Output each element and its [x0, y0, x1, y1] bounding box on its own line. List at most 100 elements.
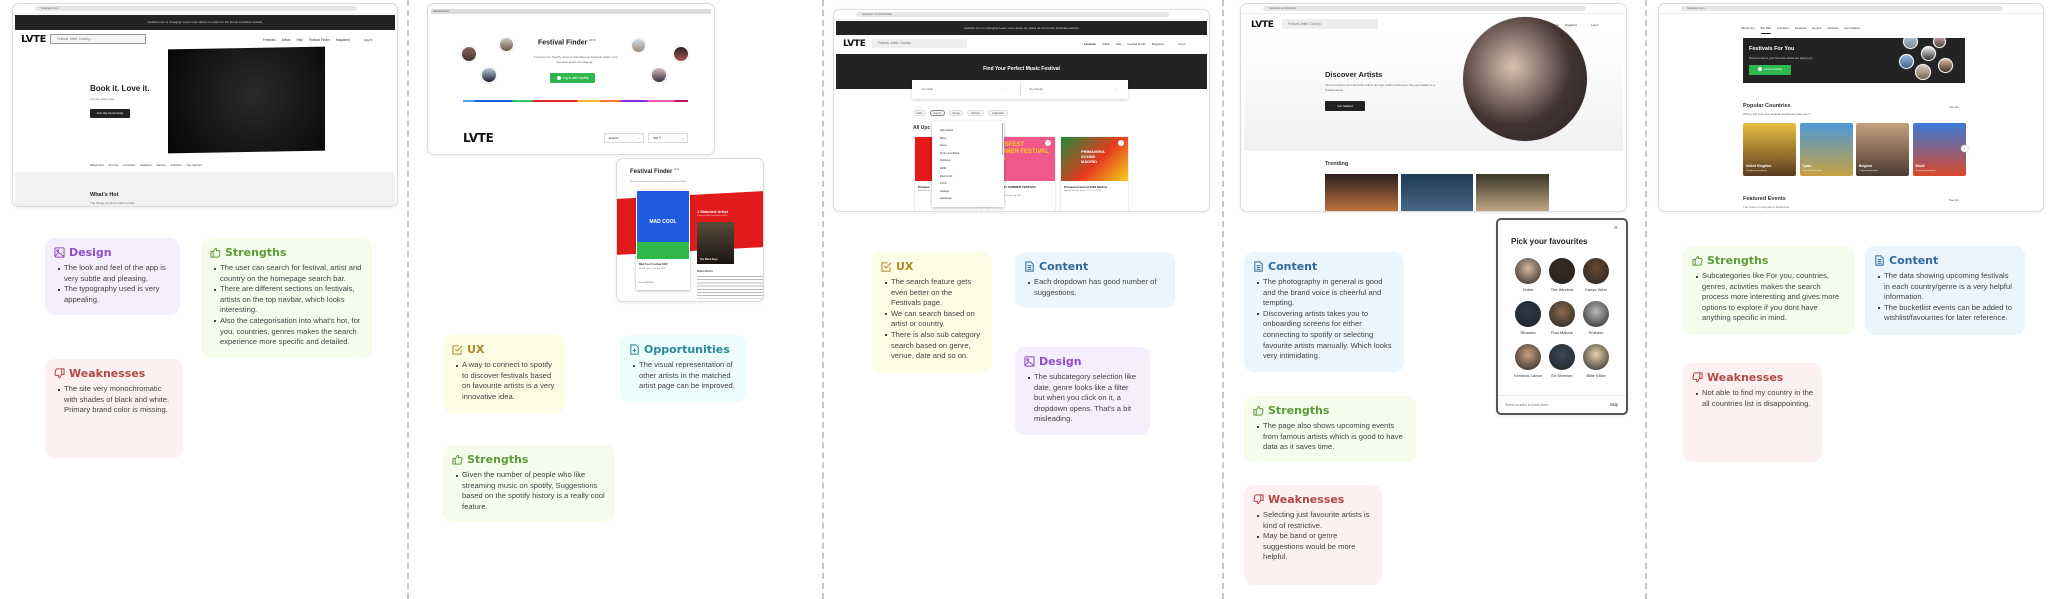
- festival-name: BASSFEST SUMMER FESTIVAL: [991, 185, 1037, 189]
- country-festival-count: 8 upcoming festivals: [1802, 170, 1823, 172]
- login-link[interactable]: Log in: [363, 38, 373, 42]
- artist-option[interactable]: Rihanna: [1510, 301, 1546, 335]
- browser-url-bar: festicket.com/festivals/: [834, 10, 1209, 20]
- artist-name: Kendrick Lamar: [1513, 373, 1542, 378]
- close-icon[interactable]: ×: [1613, 225, 1618, 232]
- country-card[interactable]: Brazil 3 upcoming festivals: [1912, 123, 1966, 176]
- subnav-for-you[interactable]: For You: [108, 163, 119, 167]
- artist-option[interactable]: Kendrick Lamar: [1510, 344, 1546, 378]
- genre-option[interactable]: Electronic: [940, 173, 953, 178]
- artist-select[interactable]: Any Artist: [922, 88, 933, 91]
- subnav-whats-hot[interactable]: What's Hot: [90, 163, 104, 167]
- filter-activity[interactable]: Activity: [967, 110, 984, 116]
- nav-magazine[interactable]: Magazine: [1151, 42, 1165, 46]
- scrollbar[interactable]: [1002, 123, 1003, 155]
- artist-option[interactable]: Kanye West: [1578, 258, 1614, 292]
- artist-option[interactable]: Eminem: [1578, 301, 1614, 335]
- heart-icon[interactable]: ♡: [1118, 140, 1124, 146]
- subnav-featured[interactable]: Featured: [1794, 26, 1807, 30]
- genre-option[interactable]: Funk: [940, 181, 947, 186]
- country-select[interactable]: Any Country: [1029, 88, 1044, 91]
- login-link[interactable]: Log in: [1591, 23, 1599, 27]
- country-card[interactable]: United Kingdom 50 upcoming festivals: [1743, 123, 1796, 176]
- skip-button[interactable]: Skip: [1609, 402, 1618, 407]
- filter-date[interactable]: Date: [913, 110, 926, 116]
- artist-option[interactable]: Post Malone: [1544, 301, 1580, 335]
- get-started-button[interactable]: Get Started: [1325, 101, 1365, 111]
- genre-option[interactable]: Hardstyle: [940, 196, 952, 201]
- nav-festival-finder[interactable]: Festival Finder: [1127, 42, 1146, 46]
- strengths-note: Strengths The page also shows upcoming ev…: [1244, 396, 1416, 462]
- nav-help[interactable]: Help: [1115, 42, 1122, 46]
- artist-option[interactable]: Billie Eilish: [1578, 344, 1614, 378]
- search-input[interactable]: Festival, Artist, Country...: [1282, 19, 1378, 29]
- genre-option[interactable]: Disco: [940, 143, 947, 148]
- see-all-link[interactable]: See All ›: [1949, 198, 1960, 202]
- nav-festivals[interactable]: Festivals: [1084, 42, 1096, 46]
- see-all-link[interactable]: See All ›: [1949, 105, 1960, 109]
- login-link[interactable]: Log in: [1178, 42, 1186, 46]
- nav-help[interactable]: Help: [296, 38, 303, 42]
- subnav-activities[interactable]: Activities: [1827, 26, 1839, 30]
- nav-magazine[interactable]: Magazine: [1565, 23, 1578, 27]
- subnav-countries[interactable]: Countries: [123, 163, 136, 167]
- nav-festival-finder[interactable]: Festival Finder: [309, 38, 330, 42]
- document-icon: [1874, 255, 1885, 266]
- subnav-get-inspired[interactable]: Get Inspired: [186, 163, 202, 167]
- thumbs-up-icon: [210, 247, 221, 258]
- genre-option[interactable]: EDM: [940, 165, 947, 170]
- matched-artist-photo[interactable]: The Black Keys: [697, 222, 734, 264]
- genre-option[interactable]: Dubstep: [940, 158, 951, 163]
- subnav-for-you[interactable]: For You: [1760, 26, 1771, 34]
- search-input[interactable]: Festival, Artist, Country...: [50, 34, 146, 44]
- genre-option[interactable]: Garage: [940, 188, 950, 193]
- subnav-activities[interactable]: Activities: [170, 163, 182, 167]
- artist-avatar: [481, 67, 497, 83]
- country-card[interactable]: Spain 8 upcoming festivals: [1799, 123, 1853, 176]
- subnav-countries[interactable]: Countries: [1776, 26, 1789, 30]
- connect-spotify-button[interactable]: Connect Spotify: [1749, 65, 1791, 75]
- thumbs-up-icon: [452, 454, 463, 465]
- trending-artist-card[interactable]: [1476, 174, 1549, 211]
- note-bullet: Selecting just favourite artists is kind…: [1257, 510, 1373, 531]
- ux-note: UX A way to connect to spotify to discove…: [443, 335, 565, 413]
- note-title: Weaknesses: [1692, 371, 1813, 384]
- artist-option[interactable]: Drake: [1510, 258, 1546, 292]
- note-bullet: The data showing upcoming festivals in e…: [1878, 271, 2016, 303]
- subnav-featured[interactable]: Featured: [140, 163, 152, 167]
- nav-festivals[interactable]: Festivals: [263, 38, 276, 42]
- artist-option[interactable]: The Weeknd: [1544, 258, 1580, 292]
- subnav-genres[interactable]: Genres: [1812, 26, 1822, 30]
- trending-artist-card[interactable]: [1401, 174, 1473, 211]
- subnav-genres[interactable]: Genres: [156, 163, 166, 167]
- filter-venue[interactable]: Venue: [949, 110, 963, 116]
- genre-dropdown[interactable]: Alternative Bass Disco Drum and Bass Dubstep…: [932, 121, 1004, 207]
- nav-artists[interactable]: Artists: [281, 38, 291, 42]
- search-input[interactable]: Festival, Artist, Country...: [872, 39, 967, 48]
- country-card[interactable]: Belgium 3 upcoming festival: [1856, 123, 1909, 176]
- filter-genre[interactable]: Genre: [930, 110, 945, 116]
- festival-name: Primavera Sound 2023 Madrid: [1064, 185, 1107, 189]
- filter-collection[interactable]: Collection: [988, 110, 1008, 116]
- currency-select[interactable]: INR ₹ ⌄: [648, 133, 688, 143]
- festival-card[interactable]: MAD COOL Mad Cool Festival 2023 Madrid, …: [636, 190, 690, 290]
- nav-artists[interactable]: Artists: [1101, 42, 1110, 46]
- note-bullet: There is also sub category search based …: [885, 330, 983, 362]
- subnav-get-inspired[interactable]: Get Inspired: [1844, 26, 1860, 30]
- artist-option[interactable]: Ed Sheeran: [1544, 344, 1580, 378]
- join-community-button[interactable]: Join the Community: [90, 109, 130, 118]
- logo: LVTE: [1251, 20, 1274, 30]
- document-icon: [1253, 261, 1264, 272]
- trending-artist-card[interactable]: [1325, 174, 1398, 211]
- language-select[interactable]: English ⌄: [604, 133, 644, 143]
- genre-option[interactable]: Drum and Bass: [940, 150, 960, 155]
- subnav-whats-hot[interactable]: What's Hot: [1741, 26, 1755, 30]
- other-artists-list: [697, 275, 763, 299]
- nav-magazine[interactable]: Magazine: [335, 38, 350, 42]
- heart-icon[interactable]: ♡: [1045, 140, 1051, 146]
- genre-option[interactable]: Alternative: [940, 128, 954, 132]
- festival-card[interactable]: PRIMAVERA SOUND MADRID ♡ Primavera Sound…: [1060, 136, 1129, 211]
- spotify-login-button[interactable]: Log in with Spotify: [550, 73, 595, 83]
- genre-option[interactable]: Bass: [940, 135, 947, 140]
- carousel-next-button[interactable]: ›: [1961, 145, 1968, 152]
